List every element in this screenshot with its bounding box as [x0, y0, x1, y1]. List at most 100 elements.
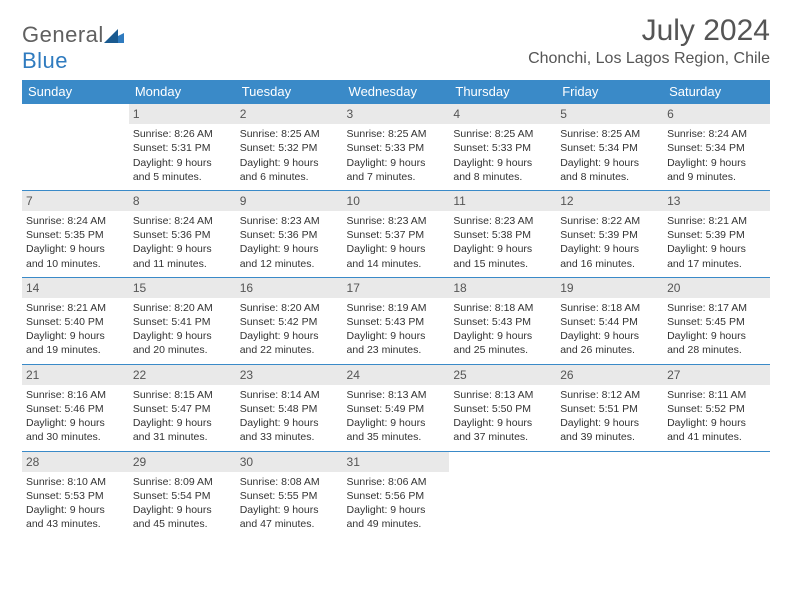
day-info-line: Sunset: 5:31 PM: [133, 141, 232, 155]
day-info-line: and 25 minutes.: [453, 343, 552, 357]
day-number: 4: [449, 104, 556, 124]
day-info-line: Daylight: 9 hours: [133, 156, 232, 170]
day-number: 15: [129, 278, 236, 298]
calendar-day-cell: 9Sunrise: 8:23 AMSunset: 5:36 PMDaylight…: [236, 190, 343, 277]
logo-text-a: General: [22, 22, 104, 47]
day-info-line: Daylight: 9 hours: [240, 329, 339, 343]
weekday-header: Saturday: [663, 80, 770, 104]
calendar-day-cell: 18Sunrise: 8:18 AMSunset: 5:43 PMDayligh…: [449, 277, 556, 364]
day-info-line: Daylight: 9 hours: [347, 156, 446, 170]
day-info-line: Sunset: 5:46 PM: [26, 402, 125, 416]
day-info-line: Daylight: 9 hours: [453, 156, 552, 170]
day-info-line: Sunrise: 8:23 AM: [453, 214, 552, 228]
day-number: 30: [236, 452, 343, 472]
day-number: 2: [236, 104, 343, 124]
day-number: 24: [343, 365, 450, 385]
calendar-day-cell: 1Sunrise: 8:26 AMSunset: 5:31 PMDaylight…: [129, 104, 236, 191]
calendar-day-cell: 10Sunrise: 8:23 AMSunset: 5:37 PMDayligh…: [343, 190, 450, 277]
day-info-line: Sunrise: 8:25 AM: [347, 127, 446, 141]
day-number: 17: [343, 278, 450, 298]
day-info-line: Sunrise: 8:25 AM: [240, 127, 339, 141]
day-info-line: Daylight: 9 hours: [453, 416, 552, 430]
calendar-day-cell: 3Sunrise: 8:25 AMSunset: 5:33 PMDaylight…: [343, 104, 450, 191]
day-info-line: Sunrise: 8:25 AM: [453, 127, 552, 141]
day-info-line: and 8 minutes.: [453, 170, 552, 184]
day-info-line: Daylight: 9 hours: [347, 503, 446, 517]
day-number: 25: [449, 365, 556, 385]
day-number: 14: [22, 278, 129, 298]
calendar-day-cell: [663, 451, 770, 537]
calendar-day-cell: 5Sunrise: 8:25 AMSunset: 5:34 PMDaylight…: [556, 104, 663, 191]
calendar-day-cell: 20Sunrise: 8:17 AMSunset: 5:45 PMDayligh…: [663, 277, 770, 364]
calendar-day-cell: 22Sunrise: 8:15 AMSunset: 5:47 PMDayligh…: [129, 364, 236, 451]
day-info-line: Daylight: 9 hours: [133, 329, 232, 343]
calendar-day-cell: 4Sunrise: 8:25 AMSunset: 5:33 PMDaylight…: [449, 104, 556, 191]
month-title: July 2024: [528, 14, 770, 48]
calendar-body: 1Sunrise: 8:26 AMSunset: 5:31 PMDaylight…: [22, 104, 770, 538]
day-info-line: Daylight: 9 hours: [560, 156, 659, 170]
calendar-day-cell: 27Sunrise: 8:11 AMSunset: 5:52 PMDayligh…: [663, 364, 770, 451]
calendar-day-cell: 19Sunrise: 8:18 AMSunset: 5:44 PMDayligh…: [556, 277, 663, 364]
calendar-day-cell: 17 Sunrise: 8:19 AMSunset: 5:43 PMDayligh…: [343, 277, 450, 364]
calendar-week-row: 7Sunrise: 8:24 AMSunset: 5:35 PMDaylight…: [22, 190, 770, 277]
day-info-line: and 22 minutes.: [240, 343, 339, 357]
location: Chonchi, Los Lagos Region, Chile: [528, 50, 770, 68]
calendar-week-row: 21Sunrise: 8:16 AMSunset: 5:46 PMDayligh…: [22, 364, 770, 451]
day-info-line: Daylight: 9 hours: [26, 503, 125, 517]
calendar-day-cell: 16Sunrise: 8:20 AMSunset: 5:42 PMDayligh…: [236, 277, 343, 364]
day-info-line: Sunrise: 8:06 AM: [347, 475, 446, 489]
day-info-line: and 45 minutes.: [133, 517, 232, 531]
calendar-table: SundayMondayTuesdayWednesdayThursdayFrid…: [22, 80, 770, 537]
day-info-line: Daylight: 9 hours: [347, 329, 446, 343]
header: GeneralBlue July 2024 Chonchi, Los Lagos…: [22, 14, 770, 74]
calendar-day-cell: 29Sunrise: 8:09 AMSunset: 5:54 PMDayligh…: [129, 451, 236, 537]
day-info-line: and 14 minutes.: [347, 257, 446, 271]
day-info-line: Sunset: 5:49 PM: [347, 402, 446, 416]
day-info-line: and 8 minutes.: [560, 170, 659, 184]
day-info-line: Sunset: 5:32 PM: [240, 141, 339, 155]
day-number: 23: [236, 365, 343, 385]
day-info-line: Daylight: 9 hours: [453, 242, 552, 256]
logo-text: GeneralBlue: [22, 22, 124, 74]
day-info-line: Sunset: 5:40 PM: [26, 315, 125, 329]
day-info-line: and 10 minutes.: [26, 257, 125, 271]
day-info-line: Daylight: 9 hours: [560, 416, 659, 430]
day-info-line: Sunset: 5:36 PM: [133, 228, 232, 242]
day-number: 12: [556, 191, 663, 211]
day-info-line: and 7 minutes.: [347, 170, 446, 184]
day-info-line: and 31 minutes.: [133, 430, 232, 444]
day-info-line: Daylight: 9 hours: [26, 329, 125, 343]
day-number: 7: [22, 191, 129, 211]
day-info-line: Sunset: 5:37 PM: [347, 228, 446, 242]
calendar-day-cell: 8Sunrise: 8:24 AMSunset: 5:36 PMDaylight…: [129, 190, 236, 277]
day-number: 16: [236, 278, 343, 298]
calendar-day-cell: 13Sunrise: 8:21 AMSunset: 5:39 PMDayligh…: [663, 190, 770, 277]
day-info-line: Sunrise: 8:14 AM: [240, 388, 339, 402]
weekday-header: Thursday: [449, 80, 556, 104]
day-info-line: Sunrise: 8:23 AM: [347, 214, 446, 228]
day-info-line: Daylight: 9 hours: [667, 329, 766, 343]
day-info-line: Sunset: 5:36 PM: [240, 228, 339, 242]
day-info-line: Sunset: 5:41 PM: [133, 315, 232, 329]
day-info-line: Sunrise: 8:13 AM: [347, 388, 446, 402]
calendar-day-cell: 26Sunrise: 8:12 AMSunset: 5:51 PMDayligh…: [556, 364, 663, 451]
day-info-line: and 37 minutes.: [453, 430, 552, 444]
day-info-line: Sunrise: 8:19 AM: [347, 301, 446, 315]
day-info-line: Sunrise: 8:24 AM: [26, 214, 125, 228]
day-info-line: and 28 minutes.: [667, 343, 766, 357]
day-info-line: and 33 minutes.: [240, 430, 339, 444]
day-info-line: Sunset: 5:43 PM: [347, 315, 446, 329]
day-info-line: Sunset: 5:52 PM: [667, 402, 766, 416]
weekday-header: Friday: [556, 80, 663, 104]
title-block: July 2024 Chonchi, Los Lagos Region, Chi…: [528, 14, 770, 68]
calendar-day-cell: 11Sunrise: 8:23 AMSunset: 5:38 PMDayligh…: [449, 190, 556, 277]
day-info-line: Sunrise: 8:16 AM: [26, 388, 125, 402]
calendar-day-cell: 15Sunrise: 8:20 AMSunset: 5:41 PMDayligh…: [129, 277, 236, 364]
day-info-line: Sunrise: 8:08 AM: [240, 475, 339, 489]
day-number: 19: [556, 278, 663, 298]
calendar-day-cell: 12Sunrise: 8:22 AMSunset: 5:39 PMDayligh…: [556, 190, 663, 277]
logo-mark-icon: [104, 29, 124, 43]
calendar-day-cell: 2Sunrise: 8:25 AMSunset: 5:32 PMDaylight…: [236, 104, 343, 191]
day-info-line: and 23 minutes.: [347, 343, 446, 357]
weekday-header: Tuesday: [236, 80, 343, 104]
